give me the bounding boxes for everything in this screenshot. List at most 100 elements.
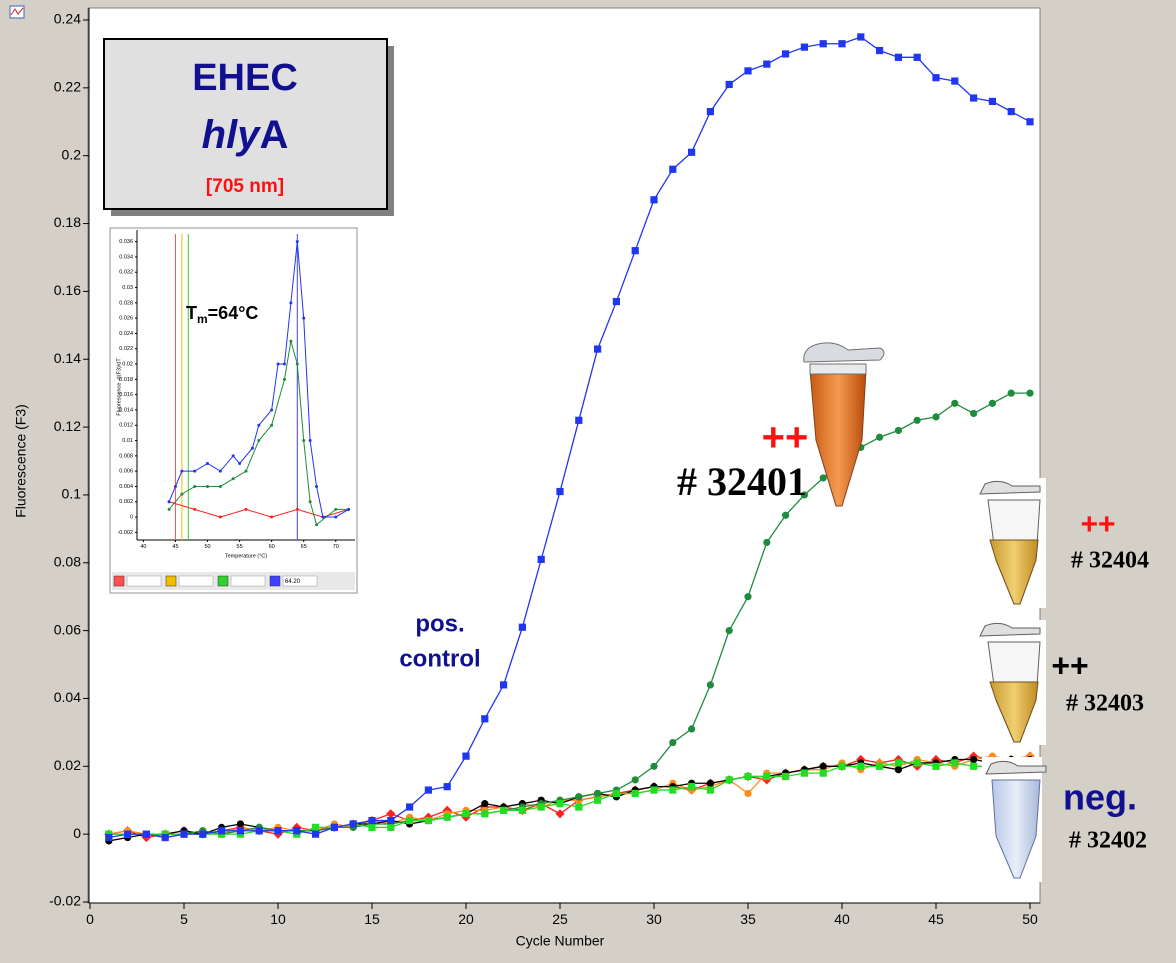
marker (302, 317, 305, 320)
marker (232, 477, 235, 480)
marker (296, 240, 299, 243)
marker (632, 790, 639, 797)
marker (168, 508, 171, 511)
marker (932, 413, 939, 420)
marker (632, 776, 639, 783)
y-tick-label: -0.002 (117, 530, 133, 536)
marker (876, 434, 883, 441)
marker (575, 417, 582, 424)
marker (857, 763, 864, 770)
marker (257, 439, 260, 442)
y-tick-label: 0.12 (54, 418, 81, 434)
marker (989, 98, 996, 105)
label-rest: A (259, 113, 288, 157)
marker (594, 345, 601, 352)
y-tick-label: 0.02 (54, 757, 81, 773)
legend-field (179, 576, 213, 586)
marker (744, 593, 751, 600)
y-tick-label: 0.024 (119, 331, 133, 337)
x-tick-label: 65 (301, 544, 307, 550)
marker (838, 763, 845, 770)
y-tick-label: 0.03 (122, 285, 133, 291)
x-tick-label: 40 (834, 911, 850, 927)
marker (650, 786, 657, 793)
marker (989, 400, 996, 407)
x-tick-label: 70 (333, 544, 339, 550)
marker (256, 827, 263, 834)
marker (180, 831, 187, 838)
x-tick-label: 30 (646, 911, 662, 927)
marker (315, 523, 318, 526)
marker (688, 783, 695, 790)
tube-yellow-2 (976, 620, 1046, 745)
marker (232, 454, 235, 457)
legend-swatch (218, 576, 228, 586)
marker (763, 773, 770, 780)
y-tick-label: 0.2 (62, 146, 82, 162)
marker (914, 417, 921, 424)
y-tick-label: 0.04 (54, 689, 81, 705)
marker (444, 814, 451, 821)
marker (237, 820, 244, 827)
marker (481, 810, 488, 817)
marker (538, 556, 545, 563)
marker (970, 756, 977, 763)
marker (1008, 390, 1015, 397)
marker (277, 363, 280, 366)
marker (801, 769, 808, 776)
marker (462, 753, 469, 760)
marker (387, 817, 394, 824)
y-tick-label: 0.02 (122, 362, 133, 368)
x-axis-title: Cycle Number (516, 933, 605, 949)
marker (594, 790, 601, 797)
marker (296, 508, 299, 511)
y-tick-label: 0.1 (62, 486, 82, 502)
marker (707, 681, 714, 688)
marker (876, 763, 883, 770)
marker (105, 834, 112, 841)
x-tick-label: 15 (364, 911, 380, 927)
marker (744, 773, 751, 780)
chart: -0.0200.020.040.060.080.10.120.140.160.1… (0, 0, 1176, 963)
annotation: neg. (1063, 777, 1137, 818)
marker (1008, 108, 1015, 115)
marker (556, 488, 563, 495)
x-axis-title: Temperature (°C) (225, 553, 267, 559)
marker (368, 817, 375, 824)
marker (707, 786, 714, 793)
inset-frame (110, 228, 357, 593)
marker (257, 424, 260, 427)
marker (575, 793, 582, 800)
marker (289, 340, 292, 343)
marker (124, 831, 131, 838)
x-tick-label: 50 (1022, 911, 1038, 927)
inset-chart: -0.00200.0020.0040.0060.0080.010.0120.01… (110, 228, 357, 593)
y-tick-label: 0.036 (119, 239, 133, 245)
marker (650, 196, 657, 203)
y-tick-label: 0.034 (119, 254, 133, 260)
y-tick-label: 0 (130, 515, 133, 521)
y-tick-label: 0.22 (54, 79, 81, 95)
marker (387, 824, 394, 831)
y-tick-label: 0.24 (54, 11, 81, 27)
marker (726, 776, 733, 783)
marker (538, 803, 545, 810)
marker (245, 470, 248, 473)
inset-readout: 64.20 (285, 579, 301, 585)
marker (613, 298, 620, 305)
marker (970, 410, 977, 417)
annotation-part: =64°C (208, 303, 259, 323)
marker (274, 827, 281, 834)
marker (763, 61, 770, 68)
marker (321, 516, 324, 519)
y-tick-label: 0.004 (119, 484, 133, 490)
x-tick-label: 45 (928, 911, 944, 927)
marker (312, 824, 319, 831)
annotation: # 32402 (1069, 828, 1147, 854)
marker (1026, 390, 1033, 397)
x-tick-label: 40 (140, 544, 146, 550)
marker (238, 462, 241, 465)
marker (876, 47, 883, 54)
annotation: ++ (1051, 647, 1088, 683)
marker (650, 763, 657, 770)
